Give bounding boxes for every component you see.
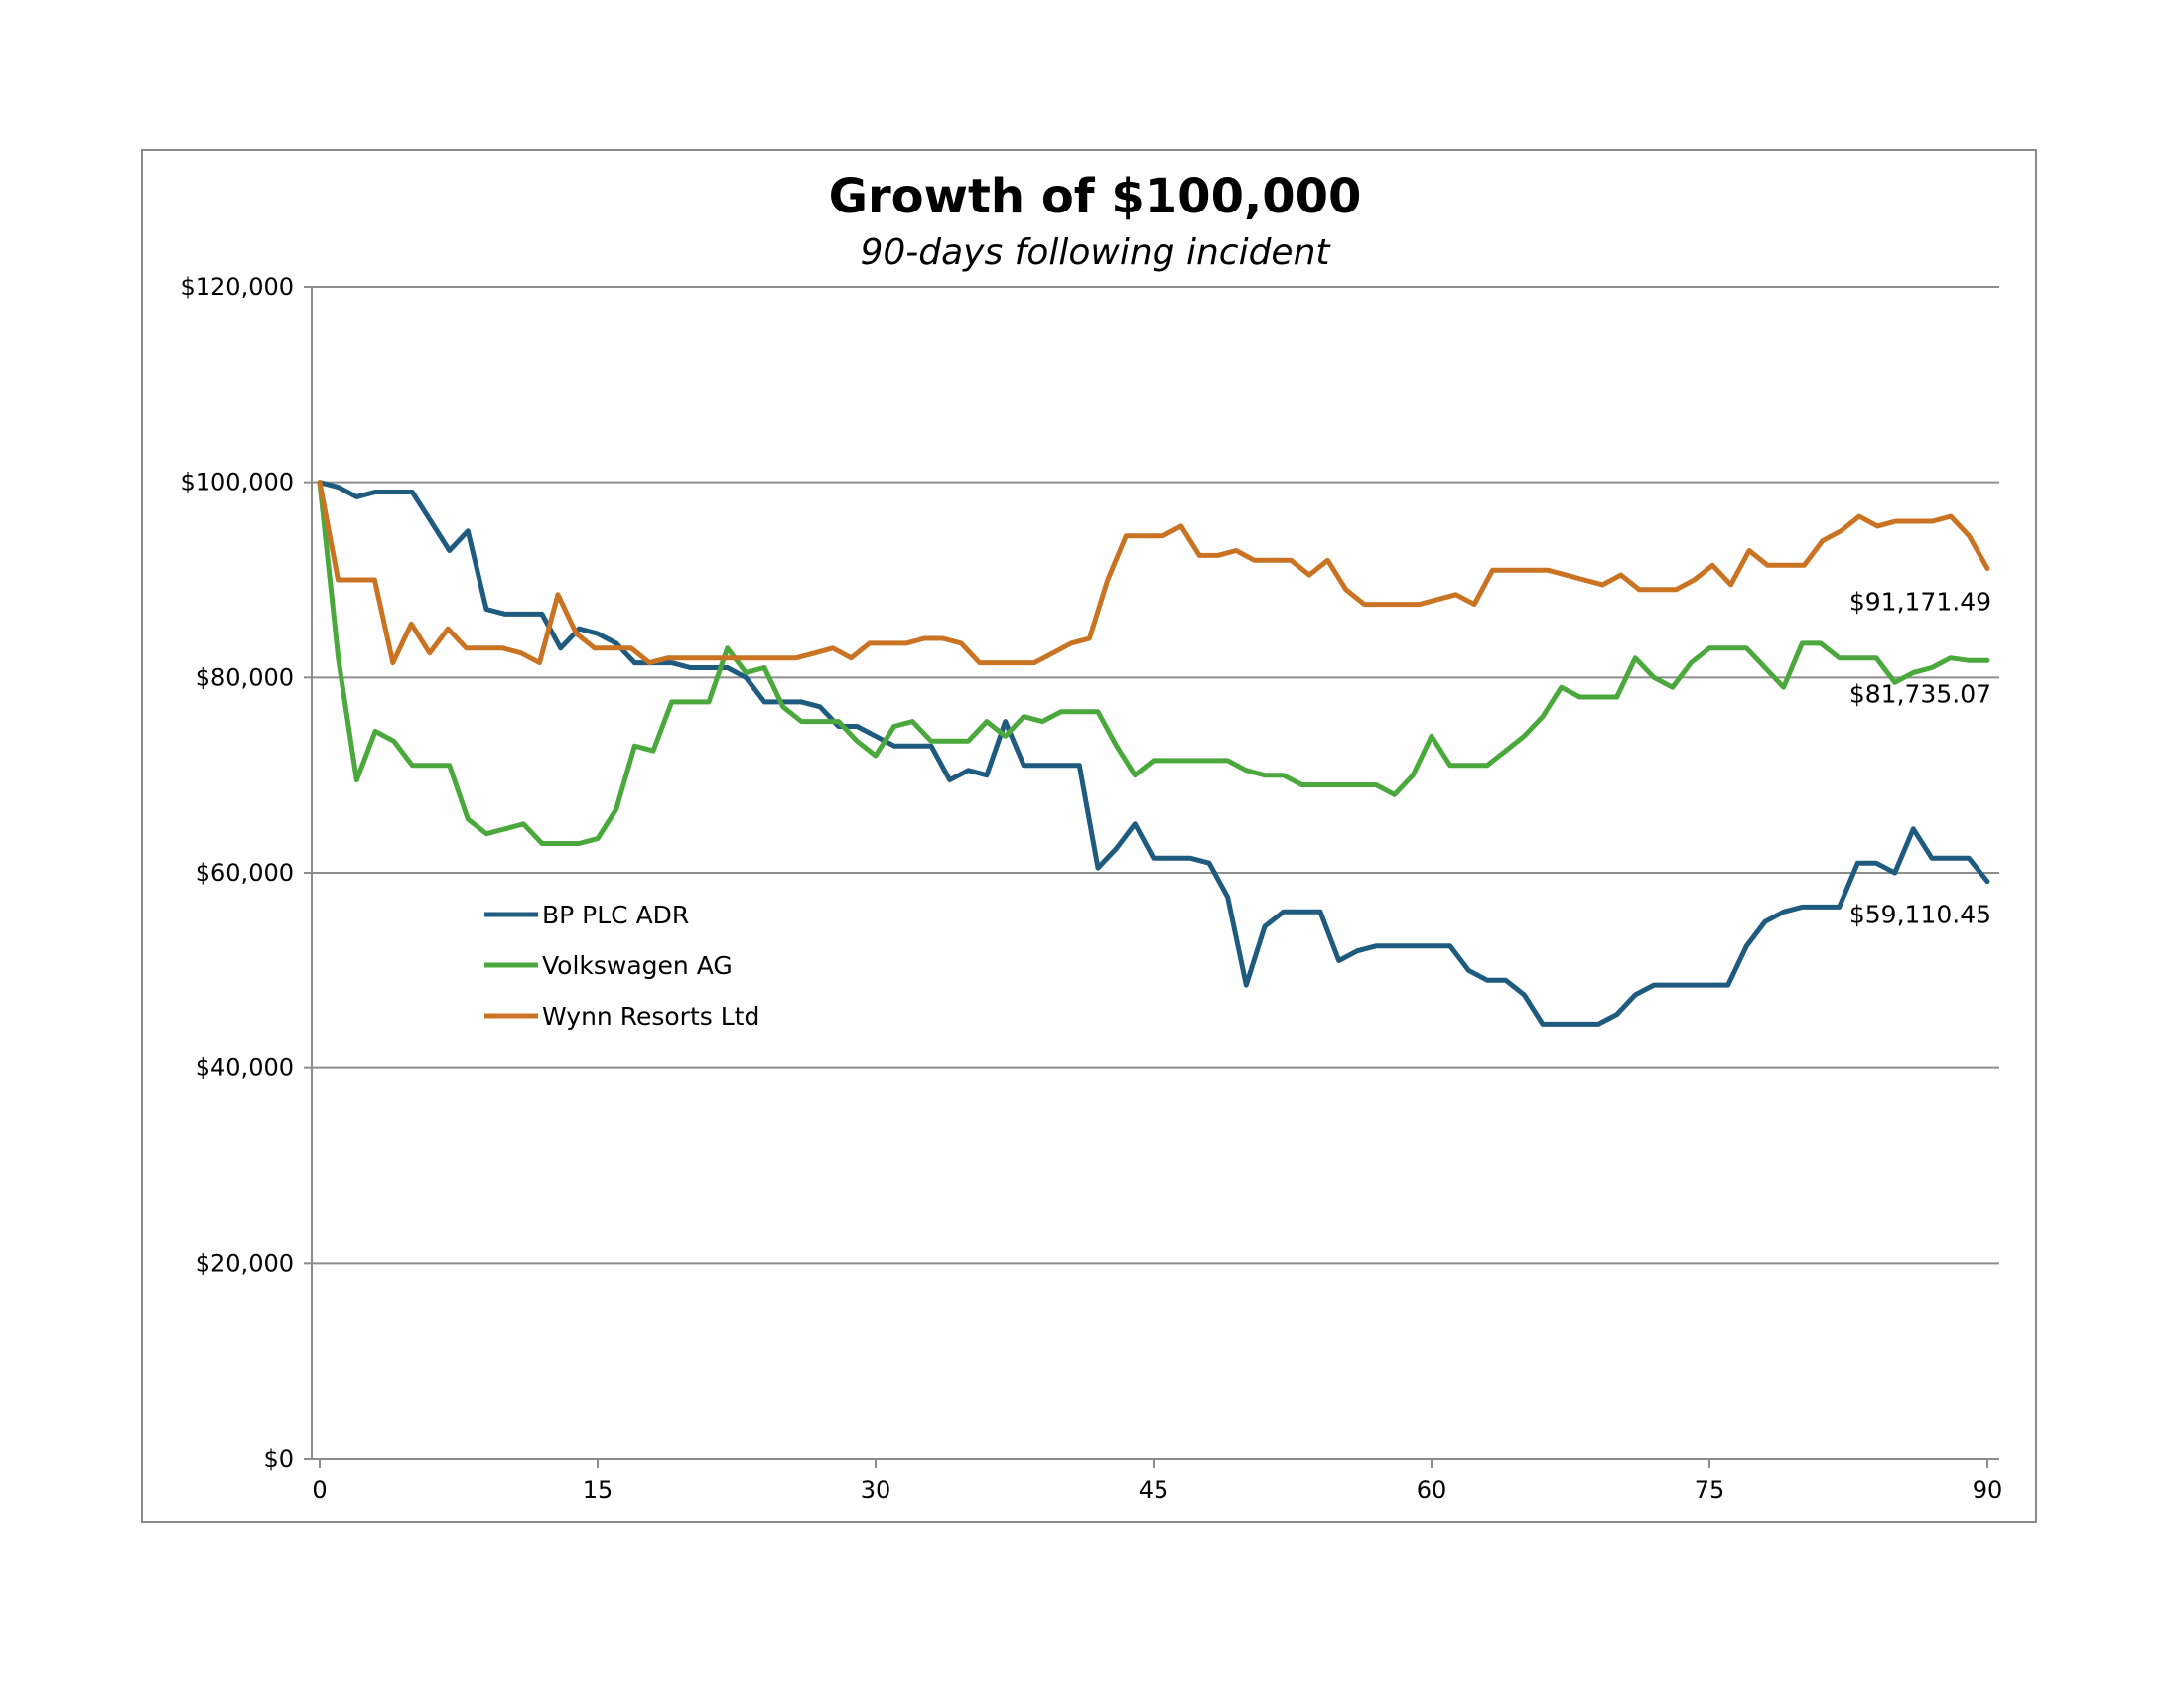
chart-title: Growth of $100,000 [829,169,1362,224]
y-tick-label: $120,000 [180,273,294,301]
y-tick-label: $100,000 [180,469,294,496]
x-tick-label: 15 [583,1477,614,1504]
x-tick-label: 30 [861,1477,891,1504]
end-labels: $59,110.45 $81,735.07 $91,171.49 [1849,587,1991,928]
x-tick-label: 60 [1417,1477,1447,1504]
x-tick-label: 0 [312,1477,327,1504]
y-tick-label: $20,000 [196,1249,294,1277]
x-tick-label: 75 [1695,1477,1725,1504]
chart-frame: Growth of $100,000 90-days following inc… [141,149,2037,1523]
x-tick-label: 45 [1139,1477,1169,1504]
end-label: $59,110.45 [1849,901,1991,929]
legend-label: BP PLC ADR [542,901,689,929]
y-tick-label: $40,000 [196,1055,294,1082]
legend-label: Wynn Resorts Ltd [542,1002,759,1031]
series-lines [317,480,1990,1027]
axes [304,286,1999,1468]
gridlines [312,286,1999,1265]
legend: BP PLC ADR Volkswagen AG Wynn Resorts Ltd [484,901,759,1031]
series-line-bp-plc-adr [317,480,1990,1027]
y-tick-label: $0 [263,1445,294,1473]
series-line-wynn-resorts-ltd [317,480,1990,666]
series-line-volkswagen-ag [317,480,1990,846]
x-tick-labels: 0 15 30 45 60 75 90 [312,1477,2002,1504]
end-label: $81,735.07 [1849,679,1991,708]
y-tick-labels: $0 $20,000 $40,000 $60,000 $80,000 $100,000 $1… [180,273,294,1473]
chart-subtitle: 90-days following incident [860,232,1331,273]
end-label: $91,171.49 [1849,587,1991,616]
line-chart: Growth of $100,000 90-days following inc… [180,169,2002,1504]
x-tick-label: 90 [1973,1477,2003,1504]
legend-label: Volkswagen AG [542,951,733,980]
y-tick-label: $80,000 [196,663,294,691]
y-tick-label: $60,000 [196,859,294,887]
